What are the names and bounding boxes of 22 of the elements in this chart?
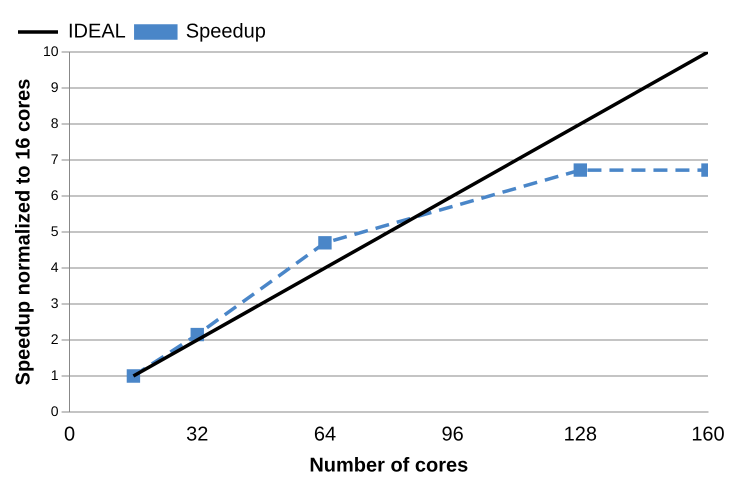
y-tick-label: 8 bbox=[50, 114, 59, 131]
x-tick-label: 128 bbox=[564, 424, 597, 446]
legend-label: Speedup bbox=[186, 20, 266, 43]
x-tick-label: 96 bbox=[442, 424, 464, 446]
legend-label: IDEAL bbox=[68, 20, 126, 43]
y-tick-label: 9 bbox=[50, 78, 59, 95]
y-tick-label: 4 bbox=[50, 258, 59, 275]
y-axis-title: Speedup normalized to 16 cores bbox=[12, 78, 35, 386]
y-tick-label: 3 bbox=[50, 294, 59, 311]
x-tick-label: 32 bbox=[186, 424, 208, 446]
y-tick-label: 2 bbox=[50, 330, 59, 347]
point bbox=[574, 163, 588, 177]
y-tick-label: 7 bbox=[50, 150, 59, 167]
x-tick-label: 160 bbox=[691, 424, 725, 446]
y-tick-label: 10 bbox=[42, 42, 59, 59]
y-tick-label: 5 bbox=[50, 222, 59, 239]
y-tick-label: 6 bbox=[50, 186, 59, 203]
x-tick-label: 64 bbox=[314, 424, 336, 446]
point bbox=[318, 236, 332, 250]
y-tick-label: 1 bbox=[50, 366, 59, 383]
y-tick-label: 0 bbox=[50, 402, 59, 419]
x-axis-title: Number of cores bbox=[309, 454, 468, 477]
